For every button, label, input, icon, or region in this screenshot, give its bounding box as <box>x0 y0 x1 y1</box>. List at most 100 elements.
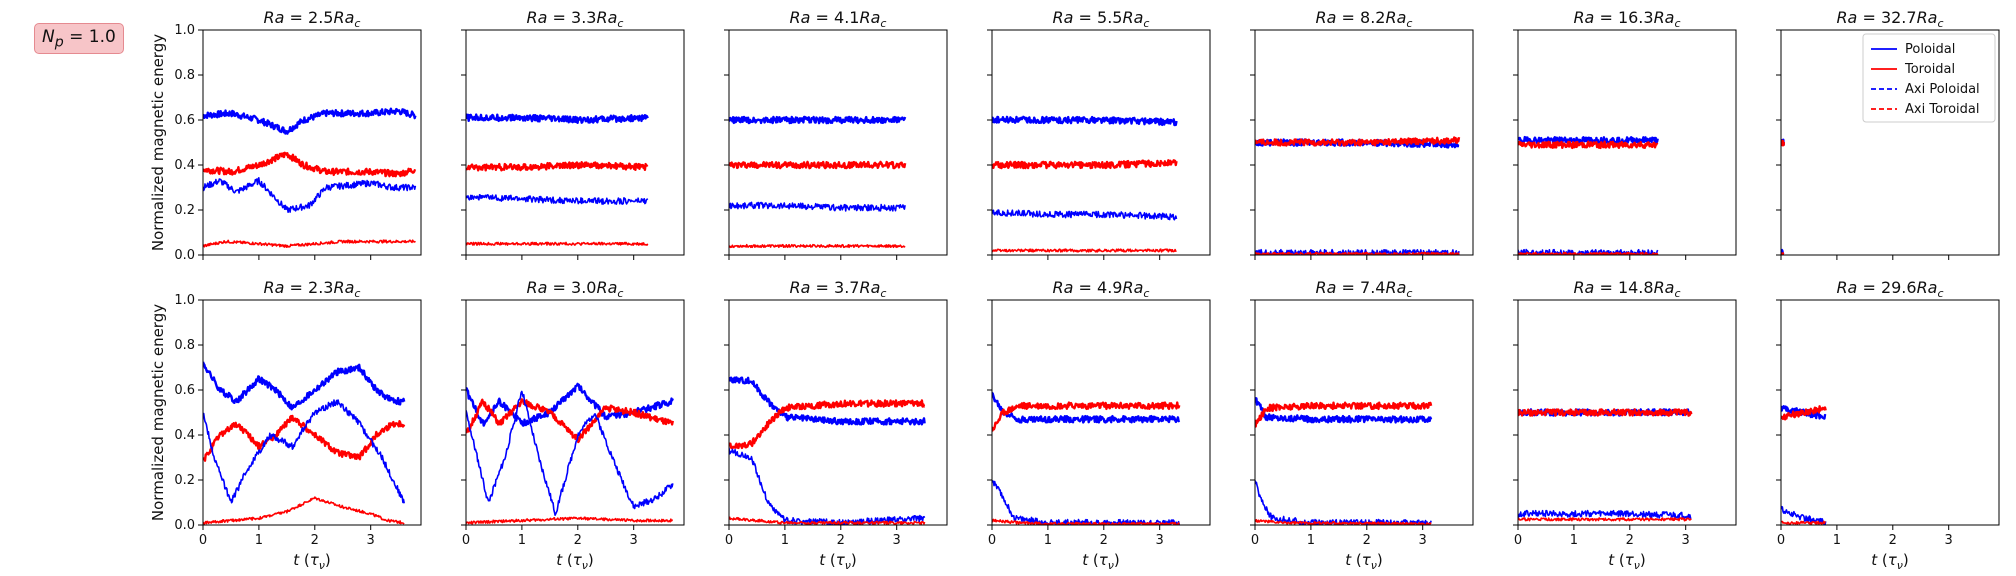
y-axis-label: Normalized magnetic energy <box>149 34 167 251</box>
panel-title-sub: c <box>617 17 623 30</box>
panel-title-sub: c <box>354 17 360 30</box>
panel-series-group <box>1255 136 1461 255</box>
x-tick-label: 3 <box>1419 533 1427 548</box>
x-tick-label: 0 <box>988 533 996 548</box>
x-tick-label: 1 <box>1833 533 1841 548</box>
x-axis-label-close: ) <box>1114 551 1120 569</box>
x-tick-label: 0 <box>725 533 733 548</box>
np-badge: Np = 1.0 <box>34 23 124 55</box>
panel-title-value: = 3.3 <box>547 8 596 27</box>
x-tick-label: 3 <box>1945 533 1953 548</box>
panel-title: Ra = 2.5Rac <box>264 8 361 30</box>
panel-series-group <box>466 382 674 525</box>
x-axis-label-paren: ( <box>825 551 836 569</box>
panel-title-var: Ra <box>527 8 548 27</box>
x-axis-label-sub: ν <box>1897 559 1903 572</box>
series-poloidal-line <box>203 107 417 135</box>
y-tick-label: 0.6 <box>174 383 195 398</box>
panel-frame <box>1254 299 1474 526</box>
x-axis-label-sub: ν <box>1108 559 1114 572</box>
panel-series-group <box>1518 408 1693 522</box>
y-tick-label: 0.6 <box>174 113 195 128</box>
panel-series-group <box>729 115 907 249</box>
panel-title-sub: c <box>1143 287 1149 300</box>
x-axis-label: t (τν) <box>556 551 594 572</box>
panel-title-var: Ra <box>790 278 811 297</box>
x-tick-label: 2 <box>1626 533 1634 548</box>
series-axi-toroidal-line <box>729 243 906 249</box>
series-axi-toroidal-line <box>1518 251 1659 255</box>
x-tick-label: 2 <box>1363 533 1371 548</box>
panel-title-sub: c <box>1143 17 1149 30</box>
series-poloidal-line <box>992 391 1181 424</box>
x-axis-label-tau: τ <box>1625 551 1635 569</box>
panel-title-ra: Ra <box>333 8 354 27</box>
panel-title-var: Ra <box>264 8 285 27</box>
x-axis-label: t (τν) <box>819 551 857 572</box>
panel-title-var: Ra <box>1053 278 1074 297</box>
x-axis-label-var: t <box>1608 551 1615 569</box>
series-axi-toroidal-line <box>992 248 1177 253</box>
x-tick-label: 3 <box>893 533 901 548</box>
series-axi-toroidal-line <box>466 516 673 525</box>
series-toroidal-line <box>203 151 417 178</box>
panel-title-value: = 5.5 <box>1073 8 1122 27</box>
panel-title-value: = 4.9 <box>1073 278 1122 297</box>
x-tick-label: 2 <box>1889 533 1897 548</box>
panel-title: Ra = 4.1Rac <box>790 8 887 30</box>
x-axis-label-var: t <box>293 551 300 569</box>
series-axi-toroidal-line <box>1255 518 1432 525</box>
y-tick-label: 0.2 <box>174 473 195 488</box>
panel-title: Ra = 16.3Rac <box>1573 8 1680 30</box>
series-poloidal-line <box>466 382 674 427</box>
x-tick-label: 0 <box>1514 533 1522 548</box>
x-axis-label-tau: τ <box>1362 551 1372 569</box>
panel-series-group <box>992 391 1181 525</box>
x-tick-label: 1 <box>518 533 526 548</box>
series-axi-poloidal-line <box>1518 509 1692 520</box>
panel-title-var: Ra <box>527 278 548 297</box>
panel-title: Ra = 3.0Rac <box>527 278 624 300</box>
series-poloidal-line <box>729 115 907 125</box>
panel-title: Ra = 14.8Rac <box>1573 278 1680 300</box>
panel-title-ra: Ra <box>859 8 880 27</box>
x-axis-label-tau: τ <box>836 551 846 569</box>
panel-frame <box>465 299 685 526</box>
panel-series-group <box>1781 405 1827 525</box>
x-axis-label-paren: ( <box>1351 551 1362 569</box>
x-tick-label: 2 <box>311 533 319 548</box>
y-tick-label: 0.0 <box>174 248 195 263</box>
panel-title: Ra = 7.4Rac <box>1316 278 1413 300</box>
panel-frame <box>1517 299 1737 526</box>
panel-0-1: Ra = 3.3Rac <box>461 8 685 260</box>
panel-frame <box>728 29 948 256</box>
x-tick-label: 1 <box>1307 533 1315 548</box>
panel-frame <box>991 29 1211 256</box>
series-toroidal-line <box>729 160 907 170</box>
panel-title-var: Ra <box>1316 278 1337 297</box>
panel-frame <box>202 299 422 526</box>
series-poloidal-line <box>729 376 926 426</box>
panel-title-ra: Ra <box>1654 278 1675 297</box>
panel-title-value: = 7.4 <box>1336 278 1385 297</box>
x-axis-label-paren: ( <box>1088 551 1099 569</box>
panel-frame <box>202 29 422 256</box>
np-badge-value: 1.0 <box>88 27 116 47</box>
y-tick-label: 0.4 <box>174 428 195 443</box>
y-axis-label: Normalized magnetic energy <box>149 304 167 521</box>
panel-title-ra: Ra <box>1917 8 1938 27</box>
panel-title: Ra = 3.7Rac <box>790 278 887 300</box>
x-axis-label-sub: ν <box>1634 559 1640 572</box>
legend: Poloidal Toroidal Axi Poloidal Axi Toroidal <box>1862 33 1996 123</box>
x-axis-label: t (τν) <box>1608 551 1646 572</box>
panel-frame <box>728 299 948 526</box>
x-tick-label: 2 <box>837 533 845 548</box>
x-tick-label: 3 <box>1156 533 1164 548</box>
x-axis-label-paren: ( <box>1877 551 1888 569</box>
panel-title: Ra = 29.6Rac <box>1836 278 1943 300</box>
x-axis-label-close: ) <box>1903 551 1909 569</box>
series-toroidal-line <box>466 161 649 172</box>
panel-title-var: Ra <box>1836 278 1857 297</box>
